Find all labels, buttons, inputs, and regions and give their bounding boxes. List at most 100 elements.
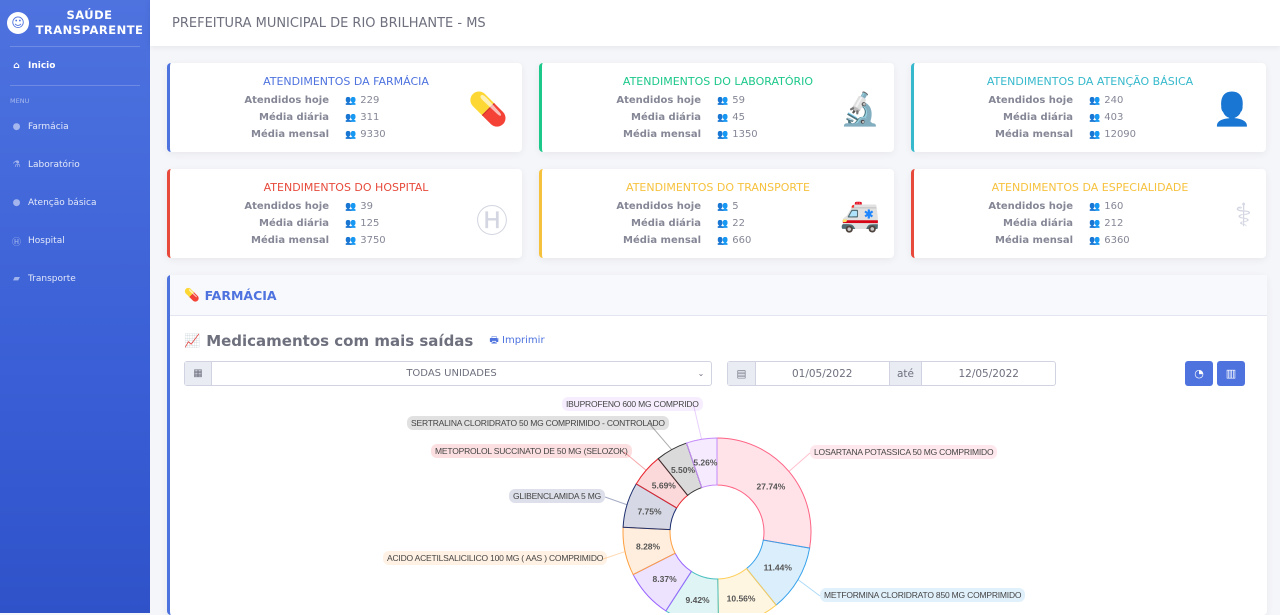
card-title: ATENDIMENTOS DA ATENÇÃO BÁSICA bbox=[986, 75, 1194, 88]
divider bbox=[10, 46, 140, 47]
sidebar-item-inicio[interactable]: ⌂ Inicio bbox=[0, 47, 150, 85]
users-icon: 👥 bbox=[345, 96, 357, 106]
row-label: Atendidos hoje bbox=[616, 95, 701, 106]
stat-card[interactable]: ATENDIMENTOS DA FARMÁCIA Atendidos hoje 👥… bbox=[167, 63, 522, 152]
sidebar-item-label: Farmácia bbox=[28, 122, 69, 132]
row-label: Média mensal bbox=[251, 129, 329, 140]
date-range: ▤ 01/05/2022 até 12/05/2022 bbox=[727, 361, 1056, 386]
row-label: Média mensal bbox=[623, 129, 701, 140]
stat-card[interactable]: ATENDIMENTOS DA ATENÇÃO BÁSICA Atendidos… bbox=[911, 63, 1266, 152]
sidebar-item-farmcia[interactable]: ● Farmácia bbox=[0, 108, 150, 146]
bar-chart-icon: ▥ bbox=[1225, 367, 1237, 380]
row-value: 5 bbox=[732, 201, 739, 212]
panel-title: FARMÁCIA bbox=[204, 287, 277, 303]
stethoscope-icon: ⚕ bbox=[1234, 196, 1252, 234]
users-icon: 👥 bbox=[717, 202, 729, 212]
sidebar-item-transporte[interactable]: ▰ Transporte bbox=[0, 260, 150, 298]
stat-card[interactable]: ATENDIMENTOS DA ESPECIALIDADE Atendidos … bbox=[911, 169, 1266, 258]
row-value: 9330 bbox=[360, 129, 386, 140]
stat-card[interactable]: ATENDIMENTOS DO LABORATÓRIO Atendidos ho… bbox=[539, 63, 894, 152]
card-title: ATENDIMENTOS DO TRANSPORTE bbox=[626, 181, 810, 194]
hospital-icon: Ⓗ bbox=[475, 202, 508, 240]
row-label: Média diária bbox=[1003, 218, 1073, 229]
users-icon: 👥 bbox=[1089, 219, 1101, 229]
row-value: 22 bbox=[732, 218, 745, 229]
farmacia-panel: 💊 FARMÁCIA 📈 Medicamentos com mais saídas… bbox=[167, 275, 1267, 615]
home-icon: ⌂ bbox=[13, 61, 20, 71]
slice-label: METOPROLOL SUCCINATO DE 50 MG (SELOZOK) bbox=[431, 444, 632, 458]
row-value: 3750 bbox=[360, 235, 386, 246]
pie-chart-button[interactable]: ◔ bbox=[1185, 361, 1213, 386]
row-label: Média mensal bbox=[623, 235, 701, 246]
user-md-icon: ● bbox=[12, 198, 21, 208]
unit-select[interactable]: ▦ TODAS UNIDADES ⌄ bbox=[184, 361, 712, 386]
pie-chart-icon: ◔ bbox=[1194, 367, 1204, 380]
card-title: ATENDIMENTOS DO HOSPITAL bbox=[263, 181, 429, 194]
slice-label: SERTRALINA CLORIDRATO 50 MG COMPRIMIDO -… bbox=[407, 416, 669, 430]
users-icon: 👥 bbox=[717, 236, 729, 246]
sidebar-item-label: Hospital bbox=[28, 236, 65, 246]
row-value: 403 bbox=[1104, 112, 1124, 123]
ambulance-icon: 🚑 bbox=[840, 196, 880, 234]
menu-header: MENU bbox=[10, 97, 30, 105]
row-value: 212 bbox=[1104, 218, 1124, 229]
row-value: 125 bbox=[360, 218, 380, 229]
users-icon: 👥 bbox=[1089, 113, 1101, 123]
chart-title: Medicamentos com mais saídas bbox=[206, 332, 474, 350]
users-icon: 👥 bbox=[717, 96, 729, 106]
row-label: Média diária bbox=[631, 112, 701, 123]
users-icon: 👥 bbox=[345, 202, 357, 212]
chevron-down-icon: ⌄ bbox=[697, 369, 705, 378]
sidebar-item-atenobsica[interactable]: ● Atenção básica bbox=[0, 184, 150, 222]
unit-select-value: TODAS UNIDADES bbox=[406, 368, 497, 379]
users-icon: 👥 bbox=[1089, 96, 1101, 106]
date-to-input[interactable]: 12/05/2022 bbox=[921, 362, 1055, 385]
card-title: ATENDIMENTOS DO LABORATÓRIO bbox=[622, 75, 814, 88]
date-separator: até bbox=[888, 362, 922, 385]
sidebar-item-label: Atenção básica bbox=[28, 198, 97, 208]
row-label: Média diária bbox=[1003, 112, 1073, 123]
calendar-icon: ▤ bbox=[728, 362, 755, 385]
smile-logo-icon: ☺ bbox=[7, 12, 29, 34]
sidebar-item-hospital[interactable]: Ⓗ Hospital bbox=[0, 222, 150, 260]
row-value: 45 bbox=[732, 112, 745, 123]
sidebar-item-label: Laboratório bbox=[28, 160, 80, 170]
row-value: 6360 bbox=[1104, 235, 1130, 246]
row-value: 59 bbox=[732, 95, 745, 106]
panel-header: 💊 FARMÁCIA bbox=[170, 275, 1267, 316]
microscope-icon: 🔬 bbox=[840, 90, 880, 128]
divider bbox=[10, 85, 140, 86]
slice-label: IBUPROFENO 600 MG COMPRIDO bbox=[562, 397, 703, 411]
users-icon: 👥 bbox=[717, 130, 729, 140]
sidebar-item-laboratrio[interactable]: ⚗ Laboratório bbox=[0, 146, 150, 184]
topbar: PREFEITURA MUNICIPAL DE RIO BRILHANTE - … bbox=[150, 0, 1280, 46]
chart-heading: 📈 Medicamentos com mais saídas 🖶 Imprimi… bbox=[184, 332, 545, 350]
card-title: ATENDIMENTOS DA FARMÁCIA bbox=[263, 75, 429, 88]
pills-icon: 💊 bbox=[184, 287, 200, 302]
bar-chart-button[interactable]: ▥ bbox=[1217, 361, 1245, 386]
stat-card[interactable]: ATENDIMENTOS DO HOSPITAL Atendidos hoje 👥… bbox=[167, 169, 522, 258]
stat-card[interactable]: ATENDIMENTOS DO TRANSPORTE Atendidos hoj… bbox=[539, 169, 894, 258]
users-icon: 👥 bbox=[1089, 202, 1101, 212]
pills-icon: ● bbox=[12, 122, 21, 132]
row-label: Atendidos hoje bbox=[988, 201, 1073, 212]
users-icon: 👥 bbox=[717, 113, 729, 123]
ambulance-icon: ▰ bbox=[13, 274, 20, 284]
date-from-input[interactable]: 01/05/2022 bbox=[754, 362, 889, 385]
row-label: Atendidos hoje bbox=[616, 201, 701, 212]
row-label: Atendidos hoje bbox=[988, 95, 1073, 106]
row-value: 229 bbox=[360, 95, 380, 106]
slice-label: METFORMINA CLORIDRATO 850 MG COMPRIMIDO bbox=[820, 588, 1026, 602]
users-icon: 👥 bbox=[1089, 130, 1101, 140]
brand[interactable]: ☺ SAÚDE TRANSPARENTE bbox=[0, 0, 150, 46]
row-label: Atendidos hoje bbox=[244, 201, 329, 212]
building-icon: ▦ bbox=[185, 362, 212, 385]
row-label: Média diária bbox=[631, 218, 701, 229]
print-link[interactable]: 🖶 Imprimir bbox=[489, 334, 545, 346]
row-label: Média mensal bbox=[995, 235, 1073, 246]
row-value: 39 bbox=[360, 201, 373, 212]
users-icon: 👥 bbox=[345, 130, 357, 140]
slice-label: GLIBENCLAMIDA 5 MG bbox=[509, 489, 606, 503]
sidebar-item-label: Transporte bbox=[28, 274, 76, 284]
row-value: 1350 bbox=[732, 129, 758, 140]
